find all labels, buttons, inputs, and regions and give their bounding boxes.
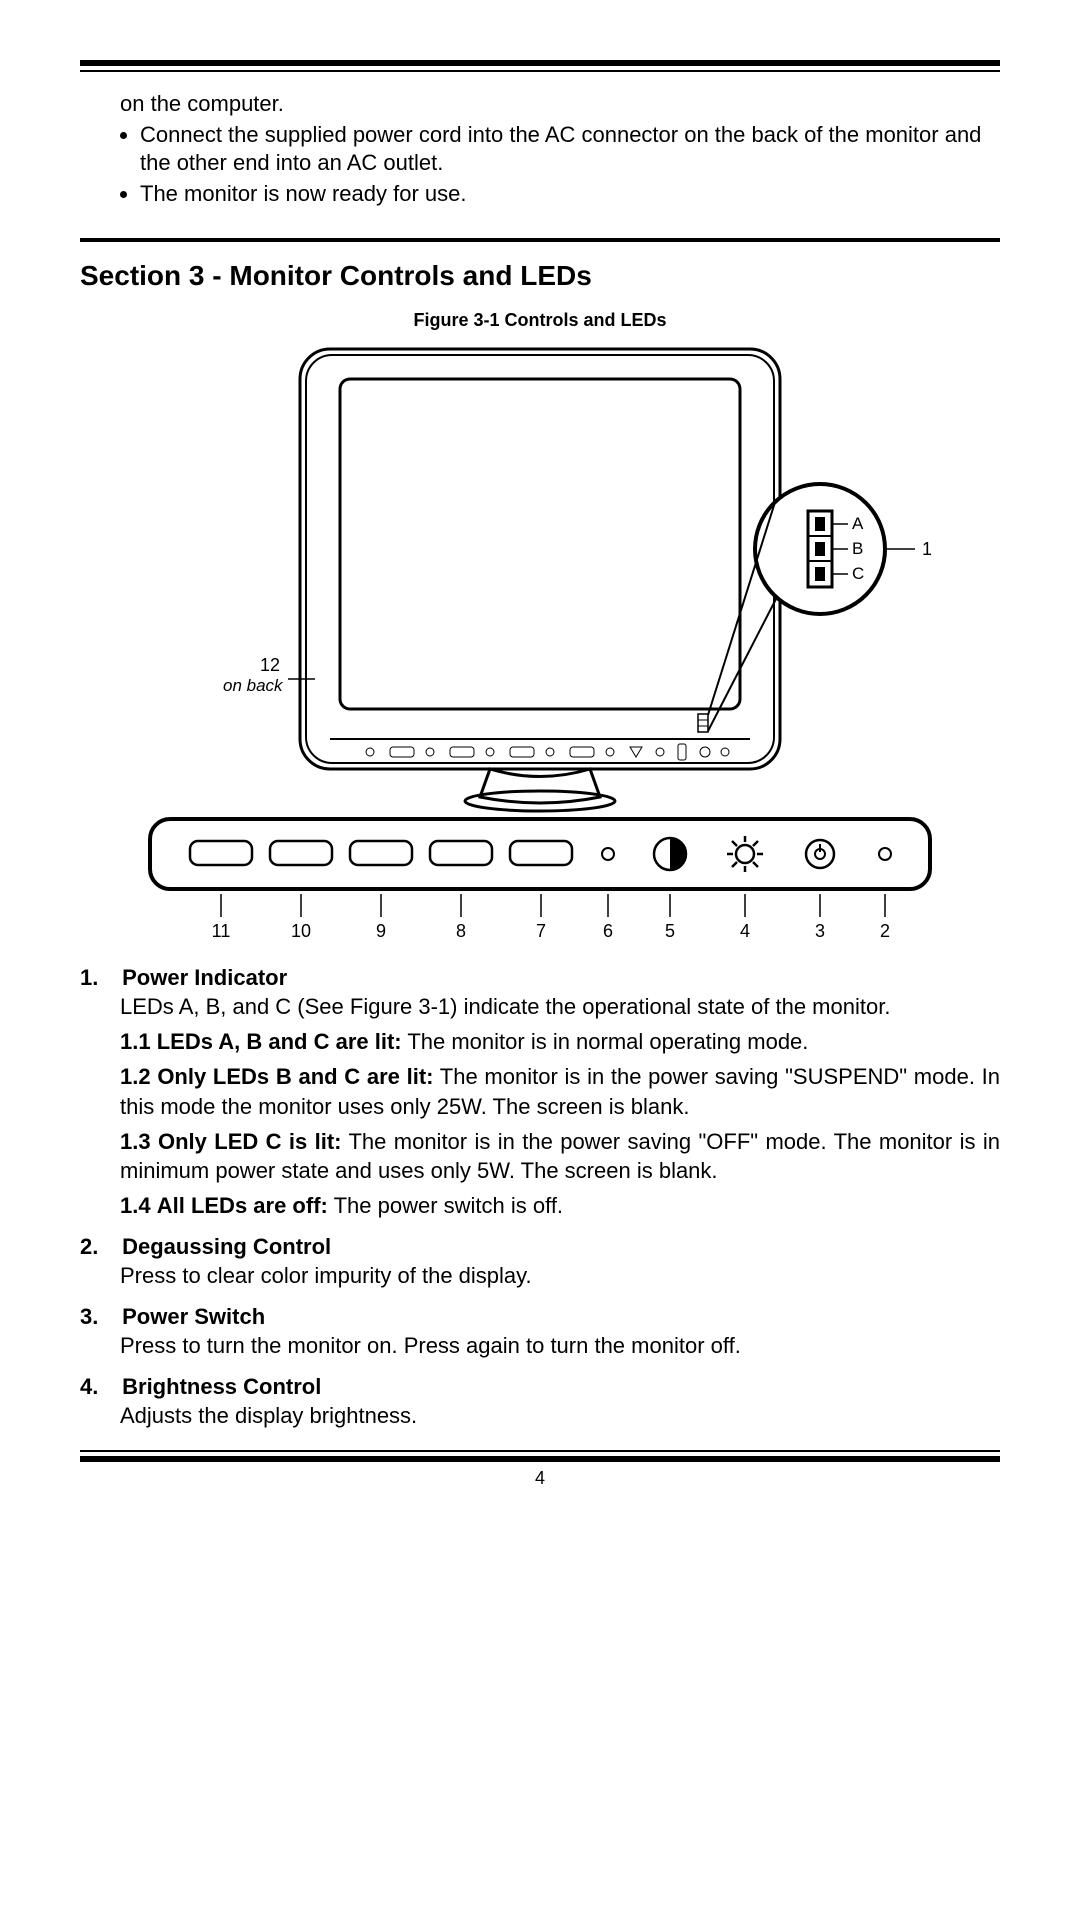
panel-num-8: 8 (456, 921, 466, 941)
sub-text: The monitor is in normal operating mode. (402, 1029, 809, 1054)
item-body: Press to clear color impurity of the dis… (120, 1261, 1000, 1290)
item-title: Power Indicator (122, 965, 287, 990)
bottom-rule-thin (80, 1450, 1000, 1452)
item-power-switch: 3. Power Switch Press to turn the monito… (80, 1302, 1000, 1360)
top-rule-thick (80, 60, 1000, 66)
section-title: Section 3 - Monitor Controls and LEDs (80, 260, 1000, 292)
callout-12: 12 (260, 655, 280, 675)
figure-caption: Figure 3-1 Controls and LEDs (80, 310, 1000, 331)
panel-num-5: 5 (665, 921, 675, 941)
led-label-c: C (852, 564, 864, 583)
panel-num-2: 2 (880, 921, 890, 941)
item-num: 2. (80, 1232, 116, 1261)
callout-1: 1 (922, 539, 932, 559)
panel-num-6: 6 (603, 921, 613, 941)
sub-title: LEDs A, B and C are lit: (157, 1029, 402, 1054)
section-divider (80, 238, 1000, 242)
top-continuation-text: on the computer. Connect the supplied po… (120, 90, 1000, 208)
bullet-ready: The monitor is now ready for use. (140, 180, 1000, 209)
item-degaussing: 2. Degaussing Control Press to clear col… (80, 1232, 1000, 1290)
led-label-a: A (852, 514, 864, 533)
item-title: Degaussing Control (122, 1234, 331, 1259)
item-title: Brightness Control (122, 1374, 321, 1399)
item-power-indicator: 1. Power Indicator LEDs A, B, and C (See… (80, 963, 1000, 1219)
cont-line: on the computer. (120, 90, 1000, 119)
page-number: 4 (80, 1468, 1000, 1489)
sub-num: 1.3 (120, 1129, 151, 1154)
page: on the computer. Connect the supplied po… (0, 0, 1080, 1529)
item-num: 3. (80, 1302, 116, 1331)
item-body: LEDs A, B, and C (See Figure 3-1) indica… (120, 992, 1000, 1021)
control-list: 1. Power Indicator LEDs A, B, and C (See… (80, 963, 1000, 1429)
sub-title: Only LEDs B and C are lit: (157, 1064, 433, 1089)
panel-num-10: 10 (291, 921, 311, 941)
sub-1-2: 1.2 Only LEDs B and C are lit: The monit… (120, 1062, 1000, 1120)
sub-text: The power switch is off. (328, 1193, 563, 1218)
panel-num-3: 3 (815, 921, 825, 941)
item-num: 4. (80, 1372, 116, 1401)
sub-num: 1.2 (120, 1064, 151, 1089)
panel-num-11: 11 (212, 921, 231, 941)
label-on-back: on back (223, 676, 284, 695)
sub-num: 1.4 (120, 1193, 151, 1218)
item-body: Press to turn the monitor on. Press agai… (120, 1331, 1000, 1360)
sub-1-3: 1.3 Only LED C is lit: The monitor is in… (120, 1127, 1000, 1185)
sub-num: 1.1 (120, 1029, 151, 1054)
panel-num-4: 4 (740, 921, 750, 941)
controls-diagram: A B C 1 12 on back (130, 339, 950, 949)
item-brightness: 4. Brightness Control Adjusts the displa… (80, 1372, 1000, 1430)
top-rule-thin (80, 70, 1000, 72)
sub-1-1: 1.1 LEDs A, B and C are lit: The monitor… (120, 1027, 1000, 1056)
sub-title: All LEDs are off: (157, 1193, 328, 1218)
sub-title: Only LED C is lit: (158, 1129, 342, 1154)
bottom-rule-thick (80, 1456, 1000, 1462)
item-body: Adjusts the display brightness. (120, 1401, 1000, 1430)
item-num: 1. (80, 963, 116, 992)
led-label-b: B (852, 539, 863, 558)
panel-num-7: 7 (536, 921, 546, 941)
sub-1-4: 1.4 All LEDs are off: The power switch i… (120, 1191, 1000, 1220)
bottom-rules (80, 1450, 1000, 1462)
bullet-connect-power: Connect the supplied power cord into the… (140, 121, 1000, 178)
item-title: Power Switch (122, 1304, 265, 1329)
panel-num-9: 9 (376, 921, 386, 941)
